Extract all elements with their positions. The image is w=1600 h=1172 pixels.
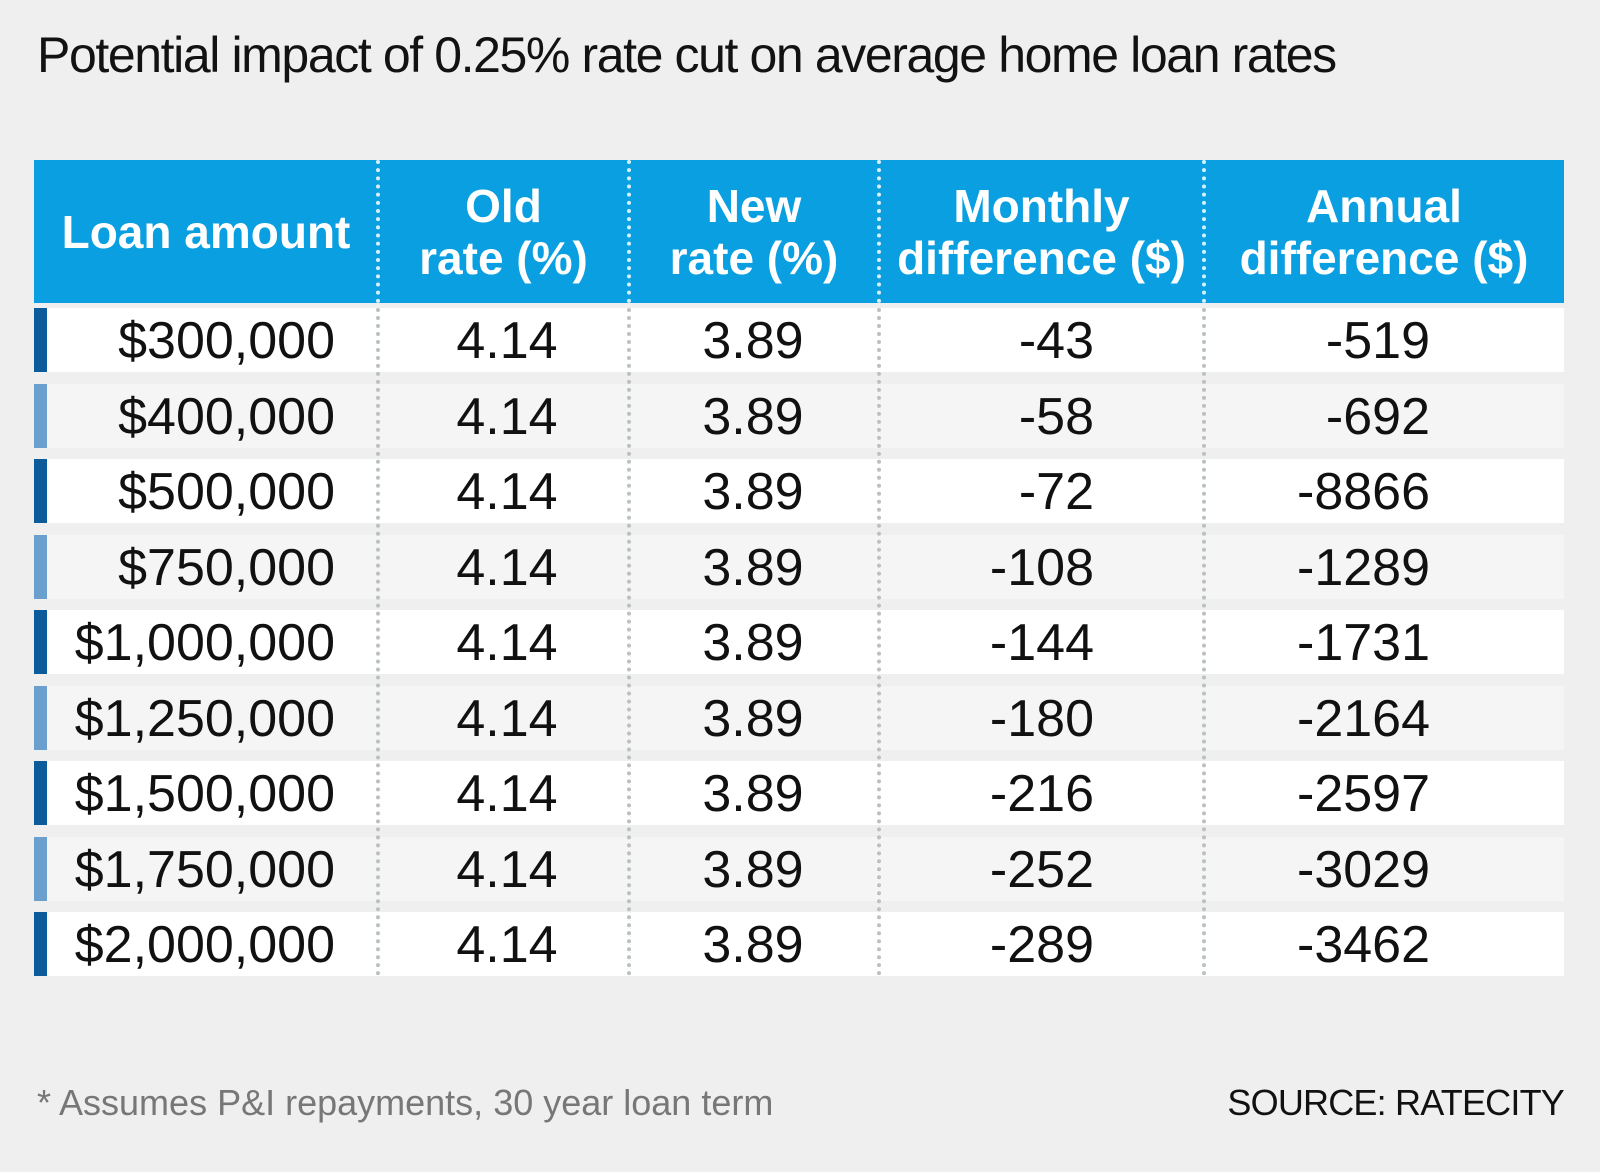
column-divider [376,308,380,976]
cell-new-rate: 3.89 [702,387,804,446]
cell-monthly-difference: -72 [1018,463,1094,521]
cell-annual-difference: -1289 [1297,538,1430,597]
cell-old-rate: 4.14 [456,538,558,597]
cell-annual-difference: -519 [1325,312,1430,370]
row-accent-bar [34,761,47,825]
cell-old-rate: 4.14 [456,312,558,370]
table-row: $1,000,000 4.14 3.89 -144 -1731 [34,610,1564,674]
cell-new-rate: 3.89 [702,614,804,672]
table-header: Loan amount Old rate (%) New rate (%) Month… [34,160,1564,303]
row-accent-bar [34,912,47,976]
cell-annual-difference: -2597 [1297,765,1430,823]
cell-loan-amount: $1,250,000 [74,689,335,748]
cell-monthly-difference: -43 [1018,312,1094,370]
cell-loan-amount: $750,000 [118,538,335,597]
footnote: * Assumes P&I repayments, 30 year loan t… [37,1082,774,1123]
header-column-divider [877,160,881,303]
cell-annual-difference: -8866 [1297,463,1430,521]
cell-annual-difference: -692 [1325,387,1430,446]
column-divider [627,308,631,976]
table-row: $300,000 4.14 3.89 -43 -519 [34,308,1564,372]
cell-new-rate: 3.89 [702,840,804,899]
header-loan-amount: Loan amount [61,205,351,258]
cell-new-rate: 3.89 [702,689,804,748]
source-credit: SOURCE: RATECITY [1227,1082,1564,1123]
table-row: $400,000 4.14 3.89 -58 -692 [34,383,1564,448]
row-accent-bar [34,836,47,901]
column-divider [1202,308,1206,976]
cell-loan-amount: $1,750,000 [74,840,335,899]
row-accent-bar [34,383,47,448]
cell-new-rate: 3.89 [702,463,804,521]
cell-monthly-difference: -252 [989,840,1094,899]
cell-old-rate: 4.14 [456,689,558,748]
header-annual-difference: Annual difference ($) [1239,179,1529,284]
cell-loan-amount: $500,000 [118,463,335,521]
row-accent-bar [34,685,47,750]
row-accent-bar [34,459,47,523]
header-monthly-difference: Monthly difference ($) [897,179,1186,284]
chart-title: Potential impact of 0.25% rate cut on av… [37,27,1337,83]
table-row: $500,000 4.14 3.89 -72 -8866 [34,459,1564,523]
cell-monthly-difference: -180 [989,689,1094,748]
cell-annual-difference: -1731 [1297,614,1430,672]
header-column-divider [1202,160,1206,303]
header-column-divider [376,160,380,303]
cell-old-rate: 4.14 [456,387,558,446]
rate-table: Loan amount Old rate (%) New rate (%) Month… [34,160,1564,976]
cell-loan-amount: $300,000 [118,312,335,370]
cell-annual-difference: -2164 [1297,689,1430,748]
cell-loan-amount: $1,000,000 [74,614,335,672]
cell-monthly-difference: -216 [989,765,1094,823]
cell-new-rate: 3.89 [702,916,804,974]
header-column-divider [627,160,631,303]
cell-annual-difference: -3462 [1297,916,1430,974]
cell-old-rate: 4.14 [456,765,558,823]
cell-monthly-difference: -58 [1018,387,1094,446]
row-accent-bar [34,610,47,674]
cell-loan-amount: $1,500,000 [74,765,335,823]
table-row: $2,000,000 4.14 3.89 -289 -3462 [34,912,1564,976]
header-old-rate: Old rate (%) [419,179,588,284]
row-accent-bar [34,534,47,599]
cell-monthly-difference: -144 [989,614,1094,672]
table-row: $750,000 4.14 3.89 -108 -1289 [34,534,1564,599]
cell-loan-amount: $400,000 [118,387,335,446]
cell-old-rate: 4.14 [456,463,558,521]
cell-annual-difference: -3029 [1297,840,1430,899]
cell-old-rate: 4.14 [456,840,558,899]
cell-monthly-difference: -289 [989,916,1094,974]
cell-new-rate: 3.89 [702,312,804,370]
row-accent-bar [34,308,47,372]
cell-new-rate: 3.89 [702,538,804,597]
table-row: $1,500,000 4.14 3.89 -216 -2597 [34,761,1564,825]
cell-old-rate: 4.14 [456,614,558,672]
cell-monthly-difference: -108 [989,538,1094,597]
table-row: $1,750,000 4.14 3.89 -252 -3029 [34,836,1564,901]
cell-loan-amount: $2,000,000 [74,916,335,974]
header-new-rate: New rate (%) [669,179,839,284]
table-row: $1,250,000 4.14 3.89 -180 -2164 [34,685,1564,750]
cell-old-rate: 4.14 [456,916,558,974]
column-divider [877,308,881,976]
cell-new-rate: 3.89 [702,765,804,823]
